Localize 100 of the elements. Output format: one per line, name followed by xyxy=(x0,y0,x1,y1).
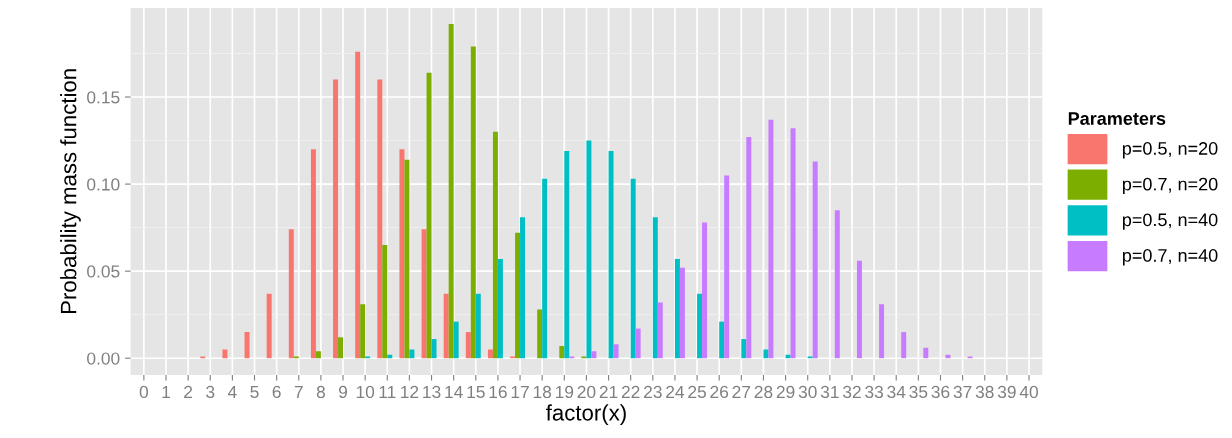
x-tick-label: 39 xyxy=(997,385,1016,399)
bar xyxy=(443,293,449,359)
bar xyxy=(355,51,361,359)
x-tick-label: 20 xyxy=(577,385,596,399)
x-tick-label: 5 xyxy=(250,385,259,399)
bar xyxy=(431,339,437,359)
x-tick-label: 11 xyxy=(379,385,396,398)
y-axis-title: Probability mass function xyxy=(60,69,81,314)
x-tick-label: 8 xyxy=(316,385,325,399)
bar xyxy=(487,349,493,359)
bar xyxy=(834,210,840,359)
bar xyxy=(630,178,636,359)
x-tick-label: 15 xyxy=(467,385,485,399)
bar xyxy=(724,175,730,359)
x-tick-label: 32 xyxy=(842,385,861,399)
bar xyxy=(812,161,818,359)
bar xyxy=(790,128,796,359)
x-axis-title: factor(x) xyxy=(546,404,626,426)
y-tick-label: 0.15 xyxy=(87,91,120,104)
x-tick-label: 18 xyxy=(533,385,552,399)
x-tick-label: 6 xyxy=(272,385,281,399)
bar xyxy=(497,258,503,359)
bar xyxy=(288,229,294,359)
bar xyxy=(559,346,565,359)
x-tick-label: 29 xyxy=(776,385,795,399)
legend-label: p=0.5, n=40 xyxy=(1122,213,1218,230)
x-tick-label: 9 xyxy=(339,385,348,399)
bar xyxy=(315,351,321,359)
x-tick-label: 1 xyxy=(162,385,170,398)
x-tick-label: 0 xyxy=(139,385,149,399)
bar xyxy=(537,309,543,359)
bar xyxy=(719,321,725,359)
x-tick-label: 26 xyxy=(710,385,729,399)
x-tick-label: 12 xyxy=(401,385,419,398)
bar xyxy=(453,321,459,359)
x-tick-label: 38 xyxy=(975,385,994,399)
bar xyxy=(266,293,272,359)
legend-label: p=0.5, n=20 xyxy=(1122,142,1218,159)
bar xyxy=(542,178,548,359)
bar xyxy=(679,267,685,359)
x-tick-label: 22 xyxy=(621,385,640,398)
bar xyxy=(657,302,663,359)
bar xyxy=(377,79,383,359)
bar xyxy=(856,260,862,359)
x-tick-label: 17 xyxy=(511,385,529,398)
bar xyxy=(333,79,339,359)
bar xyxy=(448,23,454,359)
bar xyxy=(901,332,907,359)
x-tick-label: 24 xyxy=(666,385,685,398)
legend-label: p=0.7, n=20 xyxy=(1122,177,1218,195)
bar xyxy=(613,344,619,359)
x-tick-label: 13 xyxy=(423,385,441,399)
bar xyxy=(244,332,250,359)
y-tick-label: 0.10 xyxy=(87,178,120,191)
bar xyxy=(635,328,641,359)
bar xyxy=(360,304,366,359)
x-tick-label: 21 xyxy=(599,385,618,398)
bar xyxy=(702,222,708,359)
bar xyxy=(421,229,427,359)
bar xyxy=(338,337,344,359)
bar xyxy=(586,140,592,359)
x-tick-label: 25 xyxy=(688,385,706,399)
x-tick-label: 7 xyxy=(294,385,303,398)
bar xyxy=(520,217,526,359)
x-tick-label: 33 xyxy=(865,385,883,399)
x-tick-label: 3 xyxy=(206,385,215,399)
x-tick-label: 23 xyxy=(644,385,662,399)
bar xyxy=(426,72,432,359)
bar xyxy=(310,149,316,359)
legend-title: Parameters xyxy=(1068,112,1166,125)
y-tick-label: 0.00 xyxy=(87,352,120,365)
x-tick-label: 34 xyxy=(887,385,906,399)
x-tick-label: 40 xyxy=(1019,385,1038,399)
bar xyxy=(674,258,680,359)
x-tick-label: 35 xyxy=(909,385,928,399)
x-tick-label: 16 xyxy=(489,385,507,399)
bar xyxy=(515,232,521,359)
bar xyxy=(608,151,614,359)
bar xyxy=(652,217,658,359)
bar xyxy=(492,131,498,359)
bar xyxy=(382,245,388,359)
x-tick-label: 28 xyxy=(754,385,773,399)
bar xyxy=(470,46,476,359)
x-tick-label: 2 xyxy=(184,385,193,398)
bar xyxy=(741,339,747,359)
bar xyxy=(746,137,752,359)
bar xyxy=(404,159,410,359)
bar xyxy=(465,332,471,359)
bar xyxy=(564,151,570,359)
x-tick-label: 31 xyxy=(820,385,839,399)
x-tick-label: 19 xyxy=(555,385,574,399)
bar xyxy=(399,149,405,359)
y-tick-label: 0.05 xyxy=(87,265,120,278)
bar xyxy=(222,349,228,359)
x-tick-label: 27 xyxy=(732,385,751,398)
bar xyxy=(763,349,769,359)
x-tick-label: 4 xyxy=(227,385,237,398)
bar xyxy=(591,351,597,359)
x-tick-label: 36 xyxy=(931,385,950,399)
x-tick-label: 10 xyxy=(356,385,375,399)
